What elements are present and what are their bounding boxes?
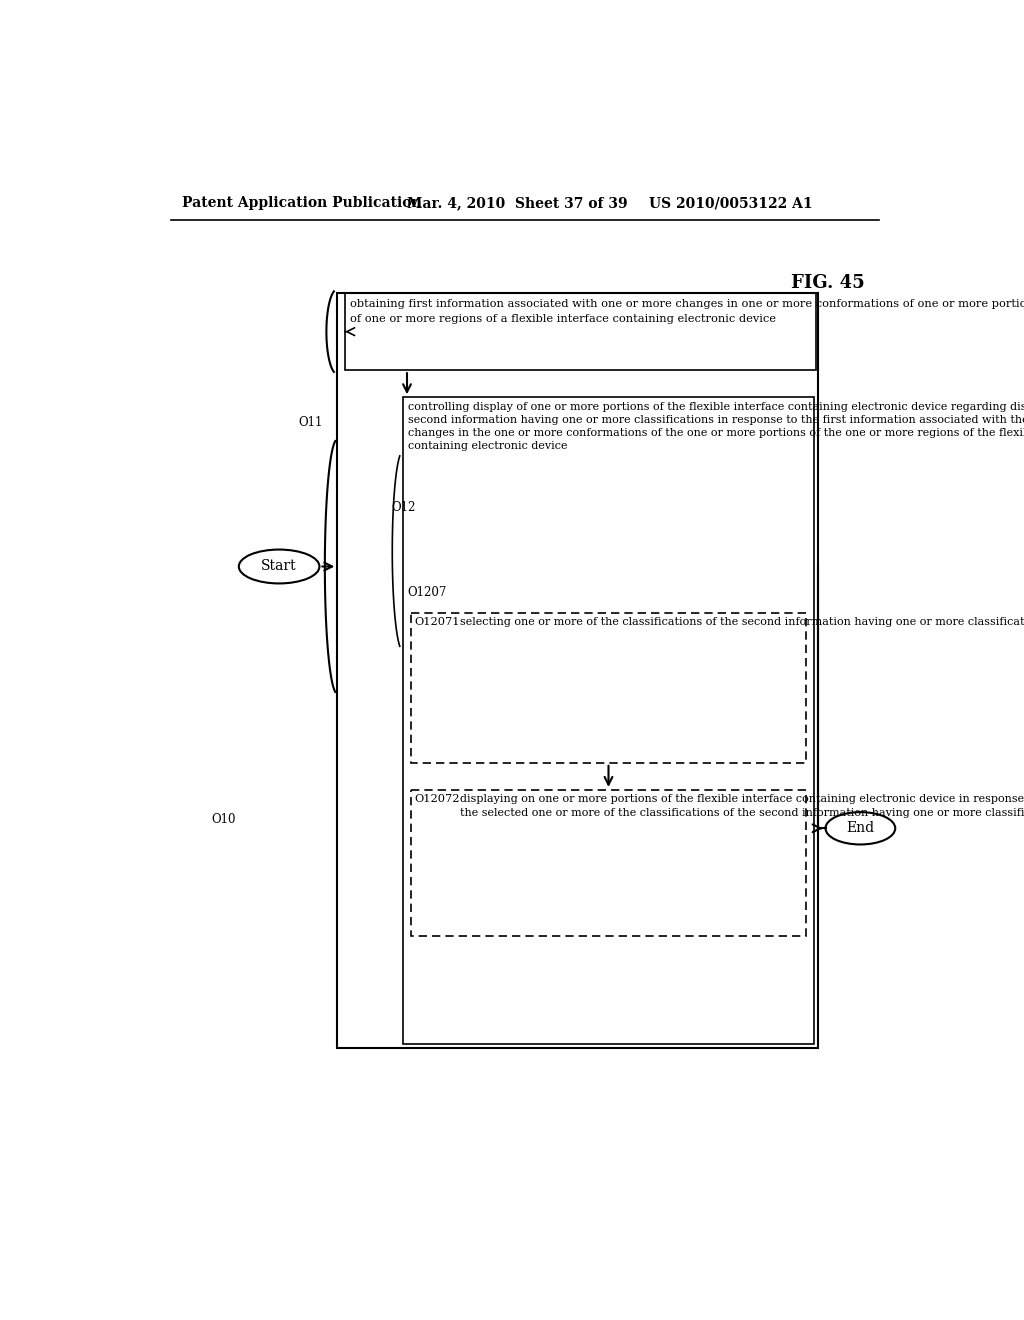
Bar xyxy=(337,293,818,1048)
Bar xyxy=(411,789,806,936)
Text: O12: O12 xyxy=(391,502,416,513)
Bar xyxy=(345,293,816,370)
Text: displaying on one or more portions of the flexible interface containing electron: displaying on one or more portions of th… xyxy=(460,793,1024,804)
Text: O12071: O12071 xyxy=(414,616,460,627)
Text: FIG. 45: FIG. 45 xyxy=(791,275,864,292)
Text: O10: O10 xyxy=(212,813,237,826)
Text: changes in the one or more conformations of the one or more portions of the one : changes in the one or more conformations… xyxy=(408,428,1024,438)
Text: Start: Start xyxy=(261,560,297,573)
Text: selecting one or more of the classifications of the second information having on: selecting one or more of the classificat… xyxy=(460,616,1024,627)
Text: controlling display of one or more portions of the flexible interface containing: controlling display of one or more porti… xyxy=(408,401,1024,412)
Text: Mar. 4, 2010  Sheet 37 of 39: Mar. 4, 2010 Sheet 37 of 39 xyxy=(407,197,628,210)
Text: second information having one or more classifications in response to the first i: second information having one or more cl… xyxy=(408,414,1024,425)
Text: O11: O11 xyxy=(299,416,323,429)
Text: containing electronic device: containing electronic device xyxy=(408,441,567,451)
Text: of one or more regions of a flexible interface containing electronic device: of one or more regions of a flexible int… xyxy=(349,314,775,323)
Text: Patent Application Publication: Patent Application Publication xyxy=(182,197,422,210)
Text: O1207: O1207 xyxy=(408,586,447,599)
Bar xyxy=(411,612,806,763)
Text: the selected one or more of the classifications of the second information having: the selected one or more of the classifi… xyxy=(460,808,1024,817)
Bar xyxy=(403,397,814,1044)
Text: End: End xyxy=(846,821,874,836)
Text: US 2010/0053122 A1: US 2010/0053122 A1 xyxy=(649,197,812,210)
Text: O12072: O12072 xyxy=(414,793,460,804)
Text: obtaining first information associated with one or more changes in one or more c: obtaining first information associated w… xyxy=(349,300,1024,309)
